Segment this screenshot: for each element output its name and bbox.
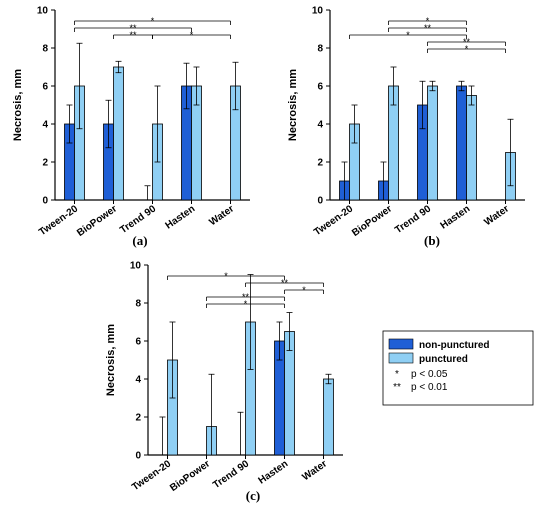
panel-b-bar-punctured — [427, 85, 438, 201]
panel-c-category-label: Hasten — [257, 458, 291, 486]
legend-item-label: non-punctured — [419, 340, 490, 351]
panel-c-category-label: Water — [300, 458, 329, 483]
legend-swatch — [388, 338, 414, 350]
panel-a-significance-label: * — [151, 16, 155, 26]
legend-note-symbol: * — [395, 369, 399, 380]
panel-b-y-tick-label: 0 — [317, 196, 323, 207]
panel-b-chart: 0 2 4 6 8 10 Necrosis, mm Tween-20BioPowerTrend… — [287, 6, 525, 248]
panel-b-significance-label: ** — [463, 37, 471, 47]
panel-a-y-tick-label: 0 — [42, 196, 48, 207]
panel-c-significance-label: * — [224, 271, 228, 281]
panel-b-category-label: Trend 90 — [393, 203, 433, 236]
panel-c-significance-label: * — [302, 285, 306, 295]
legend: non-punctured punctured * p < 0.05 ** p < 0.0… — [382, 330, 534, 406]
panel-c-bar-punctured — [323, 378, 334, 456]
panel-c-label: (c) — [246, 488, 260, 503]
panel-c-significance-label: * — [244, 299, 248, 309]
panel-a-y-tick-label: 6 — [42, 82, 48, 93]
panel-c-significance-label: ** — [281, 278, 289, 288]
panel-a-significance-label: * — [190, 30, 194, 40]
panel-a-significance-label: ** — [129, 23, 137, 33]
panel-a-category-label: BioPower — [75, 203, 119, 239]
legend-swatch — [388, 352, 414, 364]
panel-c-chart: 0 2 4 6 8 10 Necrosis, mm Tween-20BioPowerTrend… — [105, 261, 343, 503]
panel-a-y-tick-label: 4 — [42, 120, 48, 131]
panel-b-significance-label: * — [426, 16, 430, 26]
panel-a-category-label: Water — [207, 203, 236, 228]
panel-c-category-label: Trend 90 — [211, 458, 251, 491]
panel-b-category-label: Tween-20 — [312, 203, 355, 238]
panel-c-y-tick-label: 6 — [135, 337, 141, 348]
panel-b-significance-label: * — [465, 44, 469, 54]
panel-a-category-label: Trend 90 — [118, 203, 158, 236]
panel-c-y-tick-label: 2 — [135, 413, 141, 424]
panel-b-y-tick-label: 6 — [317, 82, 323, 93]
panel-b-bar-punctured — [466, 95, 477, 201]
panel-a-y-tick-label: 2 — [42, 158, 48, 169]
legend-note-text: p < 0.05 — [411, 369, 448, 380]
panel-c-y-tick-label: 8 — [135, 299, 141, 310]
legend-note-text: p < 0.01 — [411, 382, 448, 393]
panel-b-category-label: Water — [482, 203, 511, 228]
panel-c-category-label: BioPower — [168, 458, 212, 494]
panel-a-y-tick-label: 10 — [37, 6, 49, 17]
panel-b-label: (b) — [424, 233, 440, 248]
panel-c-y-axis-label: Necrosis, mm — [105, 324, 117, 396]
panel-c-significance-label: ** — [242, 292, 250, 302]
panel-c-category-label: Tween-20 — [130, 458, 173, 493]
panel-b-bar-non-punctured — [456, 85, 467, 201]
panel-a-chart: 0 2 4 6 8 10 Necrosis, mm Tween-20BioPowerTrend… — [12, 6, 250, 248]
panel-c-y-tick-label: 0 — [135, 451, 141, 462]
panel-a-y-axis-label: Necrosis, mm — [12, 69, 24, 141]
legend-note-symbol: ** — [393, 382, 401, 393]
panel-a-significance-label: ** — [129, 30, 137, 40]
panel-b-category-label: Hasten — [439, 203, 473, 231]
panel-a-y-tick-label: 8 — [42, 44, 48, 55]
panel-b-y-tick-label: 10 — [312, 6, 324, 17]
panel-b-significance-label: * — [406, 30, 410, 40]
panel-b-category-label: BioPower — [350, 203, 394, 239]
panel-b-y-tick-label: 2 — [317, 158, 323, 169]
panel-a-category-label: Hasten — [164, 203, 198, 231]
panel-b-y-tick-label: 8 — [317, 44, 323, 55]
panel-b-significance-label: ** — [424, 23, 432, 33]
legend-item-label: punctured — [419, 354, 468, 365]
panel-b-y-tick-label: 4 — [317, 120, 323, 131]
panel-a-category-label: Tween-20 — [37, 203, 80, 238]
panel-a-label: (a) — [132, 233, 147, 248]
panel-b-y-axis-label: Necrosis, mm — [287, 69, 299, 141]
panel-c-y-tick-label: 10 — [130, 261, 142, 272]
panel-c-y-tick-label: 4 — [135, 375, 141, 386]
panel-a-bar-punctured — [113, 66, 124, 201]
